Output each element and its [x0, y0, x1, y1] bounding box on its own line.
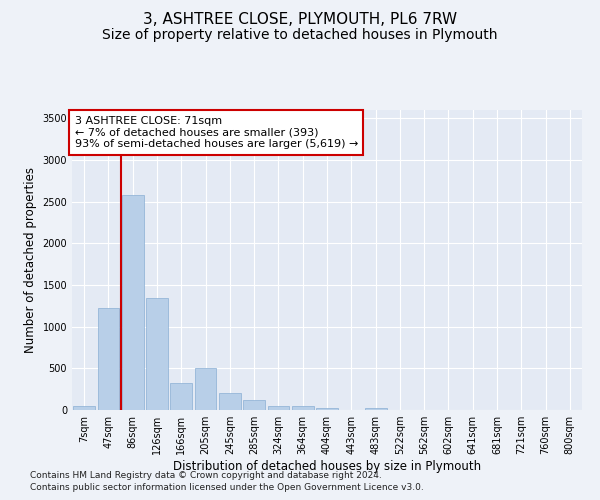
Bar [292, 406, 314, 410]
Text: Contains HM Land Registry data © Crown copyright and database right 2024.: Contains HM Land Registry data © Crown c… [30, 471, 382, 480]
Bar [365, 408, 386, 410]
Text: 3, ASHTREE CLOSE, PLYMOUTH, PL6 7RW: 3, ASHTREE CLOSE, PLYMOUTH, PL6 7RW [143, 12, 457, 28]
Y-axis label: Number of detached properties: Number of detached properties [24, 167, 37, 353]
Text: Contains public sector information licensed under the Open Government Licence v3: Contains public sector information licen… [30, 484, 424, 492]
Bar [194, 368, 217, 410]
Bar [122, 195, 143, 410]
Bar [268, 406, 289, 410]
Bar [243, 400, 265, 410]
Bar [146, 298, 168, 410]
Text: 3 ASHTREE CLOSE: 71sqm
← 7% of detached houses are smaller (393)
93% of semi-det: 3 ASHTREE CLOSE: 71sqm ← 7% of detached … [74, 116, 358, 149]
Text: Size of property relative to detached houses in Plymouth: Size of property relative to detached ho… [102, 28, 498, 42]
X-axis label: Distribution of detached houses by size in Plymouth: Distribution of detached houses by size … [173, 460, 481, 473]
Bar [97, 308, 119, 410]
Bar [219, 394, 241, 410]
Bar [73, 406, 95, 410]
Bar [170, 382, 192, 410]
Bar [316, 408, 338, 410]
